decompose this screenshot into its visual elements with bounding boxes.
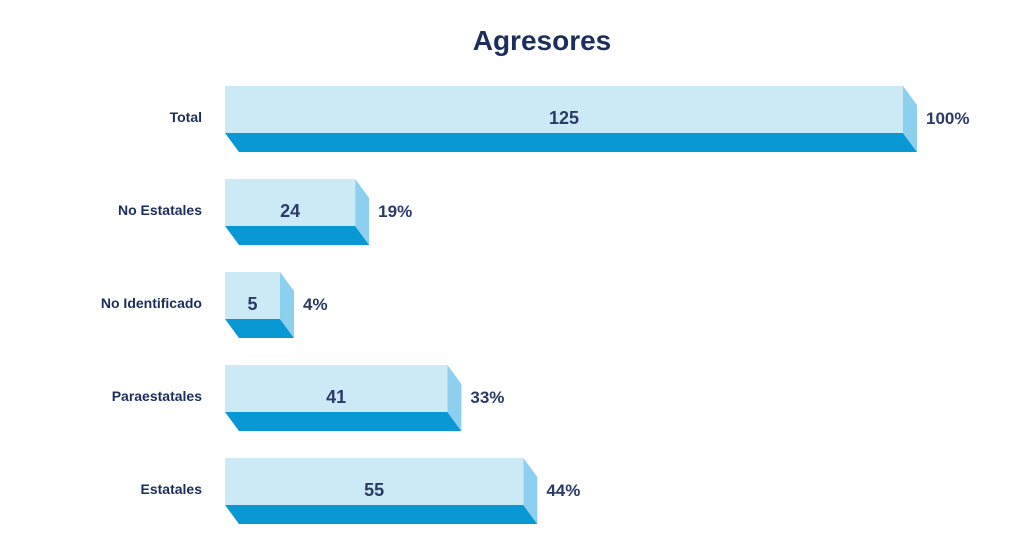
bar-side-face xyxy=(523,458,538,524)
value-label: 55 xyxy=(364,480,384,500)
percent-label: 33% xyxy=(470,388,504,407)
percent-label: 19% xyxy=(378,202,412,221)
bar-paraestatales xyxy=(225,365,448,412)
bar-side-face xyxy=(280,272,294,338)
bar-bottom-face xyxy=(225,319,294,338)
bar-side-face xyxy=(447,365,462,431)
bar-no-estatales xyxy=(225,179,356,226)
category-label: Paraestatales xyxy=(112,388,203,404)
bar-estatales xyxy=(225,458,524,505)
bar-side-face xyxy=(903,86,917,152)
chart-title: Agresores xyxy=(473,25,612,56)
bars-layer: Total 125 100% No Estatales 24 19% No Identifi… xyxy=(101,86,969,524)
value-label: 125 xyxy=(549,108,579,128)
category-label: No Estatales xyxy=(118,202,202,218)
value-label: 41 xyxy=(326,387,346,407)
percent-label: 44% xyxy=(546,481,580,500)
bar-side-face xyxy=(355,179,370,245)
bar-total xyxy=(225,86,903,133)
value-label: 24 xyxy=(280,201,300,221)
category-label: Estatales xyxy=(141,481,203,497)
bar-group-no-identificado: No Identificado 5 4% xyxy=(101,272,328,338)
bar-group-no-estatales: No Estatales 24 19% xyxy=(118,179,412,245)
category-label: Total xyxy=(170,109,202,125)
bar-bottom-face xyxy=(225,412,462,431)
value-label: 5 xyxy=(247,294,257,314)
bar-bottom-face xyxy=(225,226,370,245)
percent-label: 100% xyxy=(926,109,969,128)
percent-label: 4% xyxy=(303,295,328,314)
bar-group-paraestatales: Paraestatales 41 33% xyxy=(112,365,504,431)
bar-no-identificado xyxy=(225,272,280,319)
bar-bottom-face xyxy=(225,505,538,524)
bar-group-total: Total 125 100% xyxy=(170,86,969,152)
bar-group-estatales: Estatales 55 44% xyxy=(141,458,580,524)
category-label: No Identificado xyxy=(101,295,202,311)
bar-bottom-face xyxy=(225,133,917,152)
